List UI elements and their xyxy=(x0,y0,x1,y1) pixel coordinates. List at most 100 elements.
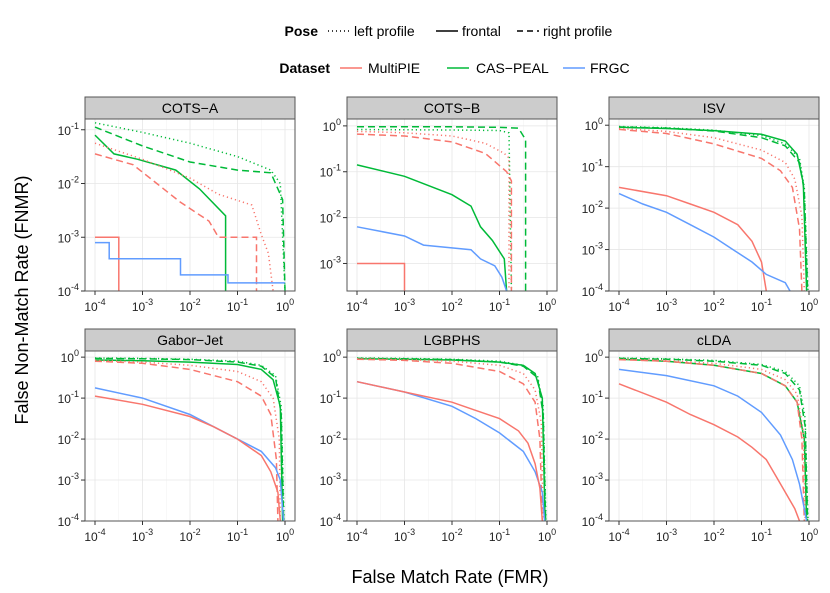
legend-pose: Pose left profile frontal right profile xyxy=(285,23,613,39)
y-tick-label: 10-4 xyxy=(582,512,603,529)
x-tick-label: 10-3 xyxy=(656,527,677,544)
x-tick-label: 10-2 xyxy=(441,527,462,544)
x-tick-label: 10-3 xyxy=(132,527,153,544)
series-cas-peal-frontal xyxy=(94,359,284,522)
y-tick-label: 100 xyxy=(323,348,341,365)
x-tick-label: 10-1 xyxy=(227,527,248,544)
series-frgc-frontal xyxy=(95,241,285,284)
x-tick-label: 10-4 xyxy=(346,527,367,544)
x-tick-label: 10-1 xyxy=(227,297,248,314)
panel-gabor-jet: Gabor−Jet 10-4 10-3 10-2 10-1 100 10-4 10-3 10-2… xyxy=(58,328,296,544)
legend-dataset-label-caspeal: CAS−PEAL xyxy=(476,60,549,76)
legend-dataset-label-multipie: MultiPIE xyxy=(368,60,420,76)
x-tick-label: 10-2 xyxy=(179,297,200,314)
panel-isv: ISV 10-4 10-3 10-2 10-1 100 10-4 10-3 10-2 10-1 10… xyxy=(582,96,820,314)
y-tick-label: 100 xyxy=(61,348,79,365)
y-tick-label: 10-3 xyxy=(320,254,341,271)
y-tick-label: 10-2 xyxy=(320,209,341,226)
series-multipie-right-profile xyxy=(618,128,803,292)
x-tick-label: 10-3 xyxy=(394,527,415,544)
series-multipie-frontal xyxy=(94,395,282,522)
x-tick-label: 100 xyxy=(800,527,818,544)
y-tick-label: 10-3 xyxy=(320,471,341,488)
panel-title: Gabor−Jet xyxy=(157,332,223,348)
panel-lgbphs: LGBPHS 10-4 10-3 10-2 10-1 100 10-4 10-3 10-2 10-… xyxy=(320,328,558,544)
y-tick-label: 10-1 xyxy=(58,121,79,138)
series-multipie-right-profile xyxy=(356,358,544,522)
x-tick-label: 10-3 xyxy=(132,297,153,314)
series-cas-peal-frontal xyxy=(94,134,227,291)
series-cas-peal-right-profile xyxy=(357,126,527,291)
y-tick-label: 10-3 xyxy=(58,228,79,245)
legend-pose-label-left: left profile xyxy=(354,23,415,39)
x-tick-label: 10-1 xyxy=(489,297,510,314)
x-tick-label: 10-4 xyxy=(608,527,629,544)
x-tick-label: 10-4 xyxy=(84,297,105,314)
series-cas-peal-frontal xyxy=(356,164,508,292)
y-tick-label: 10-4 xyxy=(582,282,603,299)
y-tick-label: 100 xyxy=(323,117,341,134)
x-tick-label: 10-4 xyxy=(346,297,367,314)
x-tick-label: 100 xyxy=(276,527,294,544)
y-tick-label: 10-1 xyxy=(320,389,341,406)
x-tick-label: 10-1 xyxy=(751,527,772,544)
y-axis-title: False Non-Match Rate (FNMR) xyxy=(12,175,32,424)
legend-pose-label-frontal: frontal xyxy=(462,23,501,39)
y-tick-label: 10-2 xyxy=(582,199,603,216)
legend-pose-label-right: right profile xyxy=(543,23,612,39)
y-tick-label: 10-4 xyxy=(320,512,341,529)
panel-cots-b: COTS−B 10-4 10-3 10-2 10-1 100 10-3 10-2 10-1 100 xyxy=(320,96,558,314)
legend-dataset: Dataset MultiPIE CAS−PEAL FRGC xyxy=(279,60,629,76)
panel-title: LGBPHS xyxy=(424,332,481,348)
series-cas-peal-right-profile xyxy=(94,126,286,292)
y-tick-label: 10-1 xyxy=(320,163,341,180)
series-frgc-frontal xyxy=(618,368,808,522)
series-multipie-frontal xyxy=(356,380,544,522)
panel-cots-a: COTS−A 10-4 10-3 10-2 10-1 100 10-4 10-3 10-2 10-… xyxy=(58,96,296,314)
x-tick-label: 10-2 xyxy=(703,297,724,314)
y-tick-label: 10-3 xyxy=(582,241,603,258)
x-tick-label: 10-4 xyxy=(608,297,629,314)
x-tick-label: 10-2 xyxy=(441,297,462,314)
legend-dataset-label-frgc: FRGC xyxy=(590,60,630,76)
x-tick-label: 100 xyxy=(276,297,294,314)
x-tick-label: 10-1 xyxy=(751,297,772,314)
y-tick-label: 10-3 xyxy=(582,471,603,488)
series-multipie-frontal xyxy=(618,383,801,522)
series-cas-peal-right-profile xyxy=(94,357,285,522)
panel-title: COTS−A xyxy=(162,100,219,116)
y-tick-label: 10-2 xyxy=(58,175,79,192)
x-tick-label: 10-2 xyxy=(179,527,200,544)
y-tick-label: 100 xyxy=(585,116,603,133)
panel-title: COTS−B xyxy=(424,100,480,116)
series-multipie-left-profile xyxy=(618,127,806,292)
y-tick-label: 10-3 xyxy=(58,471,79,488)
x-tick-label: 100 xyxy=(538,297,556,314)
y-tick-label: 10-1 xyxy=(582,389,603,406)
series-frgc-frontal xyxy=(618,192,791,292)
series-multipie-frontal xyxy=(618,186,768,292)
x-tick-label: 10-2 xyxy=(703,527,724,544)
series-multipie-left-profile xyxy=(94,359,282,522)
y-tick-label: 10-1 xyxy=(582,158,603,175)
legend-pose-title: Pose xyxy=(285,23,319,39)
y-tick-label: 10-2 xyxy=(320,430,341,447)
y-tick-label: 10-1 xyxy=(58,389,79,406)
series-multipie-right-profile xyxy=(94,153,258,291)
x-tick-label: 10-3 xyxy=(656,297,677,314)
x-tick-label: 10-3 xyxy=(394,297,415,314)
series-multipie-frontal xyxy=(95,236,120,291)
y-tick-label: 10-4 xyxy=(58,512,79,529)
series-multipie-frontal xyxy=(357,262,406,291)
panel-title: ISV xyxy=(703,100,726,116)
x-tick-label: 100 xyxy=(800,297,818,314)
series-cas-peal-left-profile xyxy=(356,128,513,292)
panel-title: cLDA xyxy=(697,332,732,348)
y-tick-label: 10-2 xyxy=(582,430,603,447)
x-tick-label: 10-1 xyxy=(489,527,510,544)
y-tick-label: 10-4 xyxy=(58,282,79,299)
panel-clda: cLDA 10-4 10-3 10-2 10-1 100 10-4 10-3 10-2 10-1 1… xyxy=(582,328,820,544)
series-cas-peal-frontal xyxy=(618,126,808,292)
x-tick-label: 10-4 xyxy=(84,527,105,544)
